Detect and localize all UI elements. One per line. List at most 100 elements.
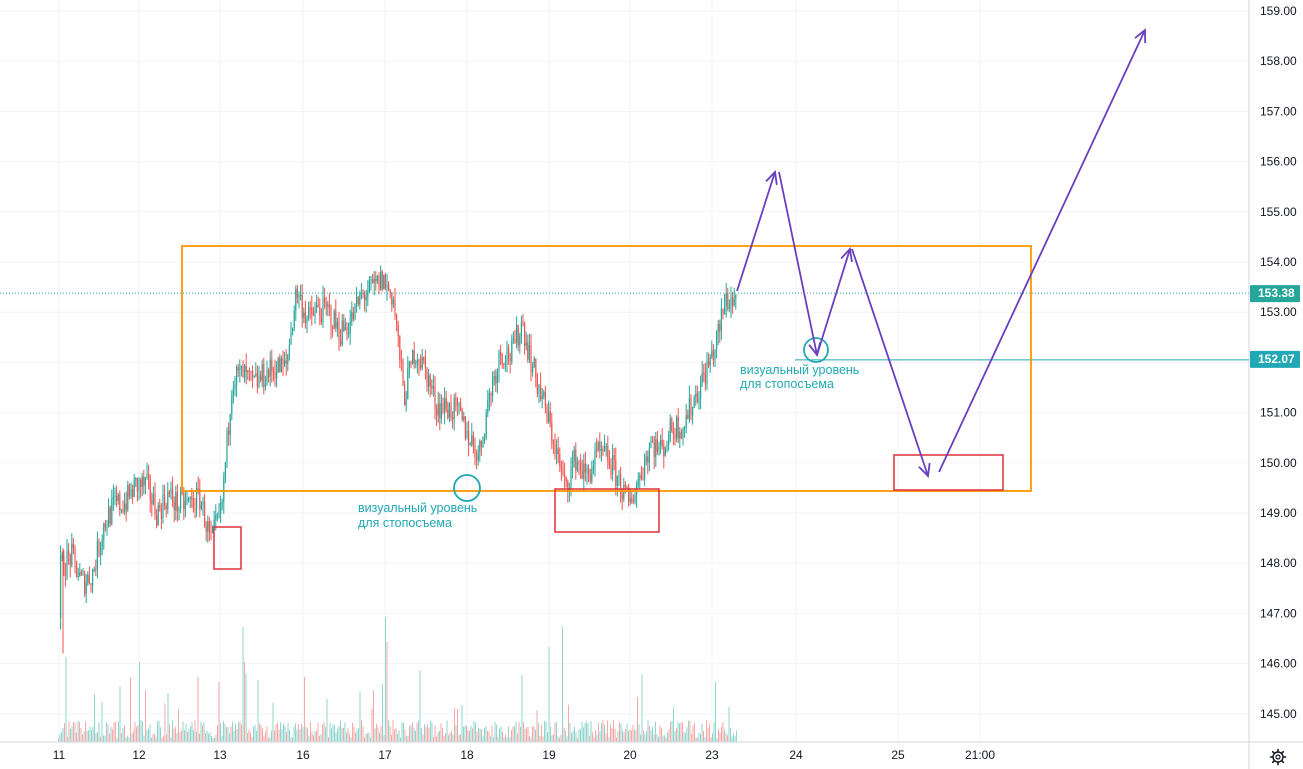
candle-body <box>173 502 175 511</box>
volume-bar <box>187 731 188 742</box>
candle-body <box>426 367 428 387</box>
volume-bar <box>659 725 661 742</box>
candle-body <box>600 449 602 451</box>
candle-body <box>618 474 620 476</box>
candle-body <box>239 368 241 371</box>
volume-bar <box>646 731 647 742</box>
volume-bar <box>676 728 677 742</box>
volume-bar <box>448 735 449 742</box>
volume-bar <box>487 731 488 742</box>
volume-bar <box>359 691 361 742</box>
volume-bar <box>712 733 713 742</box>
volume-bar <box>529 735 530 742</box>
volume-bar <box>230 726 232 742</box>
candle-body <box>274 371 276 379</box>
candle-body <box>434 385 436 410</box>
candle-body <box>352 312 354 319</box>
candle-body <box>112 496 114 499</box>
volume-bar <box>178 708 179 742</box>
candle-body <box>229 414 231 435</box>
candle-body <box>90 583 92 586</box>
candle-body <box>543 392 545 396</box>
volume-bar <box>511 730 512 742</box>
candle-body <box>658 446 660 452</box>
candle-body <box>519 335 521 346</box>
candle-body <box>588 468 590 475</box>
candle-body <box>660 440 662 447</box>
candle-body <box>599 441 601 451</box>
volume-bar <box>167 692 169 742</box>
volume-bar <box>250 732 251 742</box>
candle-body <box>487 399 489 413</box>
volume-bar <box>493 737 494 742</box>
candle-body <box>596 448 598 451</box>
candle-body <box>82 573 84 575</box>
settings-button[interactable] <box>1266 746 1290 768</box>
volume-bar <box>389 726 391 742</box>
volume-bar <box>436 736 437 742</box>
candle-body <box>154 494 156 516</box>
volume-bar <box>115 721 116 742</box>
volume-bar <box>163 736 164 742</box>
volume-bar <box>545 721 547 742</box>
candle-body <box>549 411 551 423</box>
candle-body <box>412 350 414 365</box>
candle-body <box>306 317 308 323</box>
candle-body <box>290 331 292 345</box>
volume-bar <box>286 732 287 742</box>
zone-box-target <box>893 454 1004 491</box>
candle-body <box>111 498 113 524</box>
candle-body <box>391 292 393 305</box>
candle-body <box>464 416 466 438</box>
range-box <box>181 245 1032 492</box>
volume-bar <box>95 733 97 742</box>
candle-body <box>484 436 486 438</box>
candle-body <box>168 492 170 495</box>
y-tick-label: 154.00 <box>1260 255 1297 269</box>
volume-bar <box>626 723 628 742</box>
candle-body <box>285 360 287 364</box>
volume-bar <box>298 724 299 742</box>
volume-bar <box>311 731 313 742</box>
volume-bar <box>479 729 481 742</box>
candle-body <box>592 465 594 470</box>
volume-bar <box>439 730 440 742</box>
candle-body <box>228 430 230 435</box>
candle-body <box>589 474 591 482</box>
volume-bar <box>521 675 523 742</box>
x-tick-label: 17 <box>378 748 392 762</box>
volume-bar <box>547 732 548 742</box>
candle-body <box>626 485 628 489</box>
volume-bar <box>656 733 658 742</box>
volume-bar <box>449 732 451 742</box>
volume-bar <box>343 727 344 742</box>
candle-body <box>605 446 607 448</box>
volume-bar <box>466 725 467 742</box>
candle-body <box>703 372 705 374</box>
volume-bar <box>73 721 74 742</box>
candle-body <box>72 543 74 549</box>
volume-bar <box>323 722 325 742</box>
candle-body <box>578 462 580 464</box>
candle-body <box>396 314 398 326</box>
volume-bar <box>568 704 569 742</box>
volume-bar <box>682 722 683 742</box>
volume-bar <box>172 720 173 742</box>
price-axis[interactable]: 145.00 146.00 147.00 148.00 149.00 150.00 151.… <box>1248 0 1300 769</box>
candle-body <box>712 350 714 361</box>
projection-arrow-4 <box>851 248 929 477</box>
candle-body <box>279 357 281 373</box>
volume-bar <box>686 727 688 742</box>
volume-bar <box>688 720 689 742</box>
volume-bar <box>77 721 79 742</box>
candle-body <box>594 448 596 466</box>
candle-body <box>639 475 641 479</box>
candle-body <box>253 375 255 377</box>
candle-body <box>263 364 265 387</box>
candle-body <box>728 307 730 309</box>
volume-bar <box>613 720 614 742</box>
time-axis[interactable]: 11 12 13 16 17 18 19 20 23 24 25 21:00 <box>0 741 1303 762</box>
volume-bar <box>176 733 178 742</box>
candle-body <box>661 440 663 446</box>
